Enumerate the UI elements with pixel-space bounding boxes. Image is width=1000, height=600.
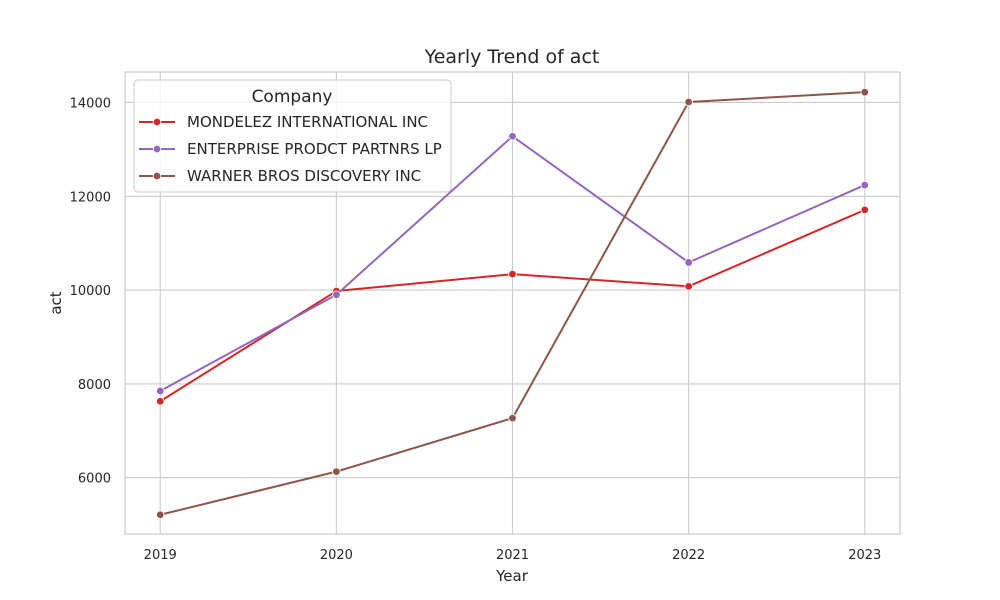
y-tick-label: 12000 xyxy=(70,190,111,205)
y-tick-label: 14000 xyxy=(70,96,111,111)
data-point xyxy=(508,269,517,279)
legend-label: WARNER BROS DISCOVERY INC xyxy=(187,167,421,185)
tick-labels: 2019 2020 2021 2022 2023 6000 8000 10000 12000 14… xyxy=(70,96,882,563)
legend-label: ENTERPRISE PRODCT PARTNRS LP xyxy=(187,140,442,158)
y-tick-label: 8000 xyxy=(78,378,111,393)
data-point xyxy=(684,258,693,267)
y-axis-title: act xyxy=(47,291,65,314)
data-point xyxy=(508,132,517,141)
x-tick-label: 2023 xyxy=(848,548,881,563)
data-point xyxy=(332,467,341,476)
data-point xyxy=(156,510,165,519)
y-tick-label: 10000 xyxy=(70,284,111,299)
data-point xyxy=(684,97,693,107)
legend-title: Company xyxy=(252,87,333,107)
x-tick-label: 2021 xyxy=(496,548,529,563)
grid-lines xyxy=(125,72,900,534)
data-point xyxy=(860,87,869,97)
data-point xyxy=(508,413,517,423)
legend-marker xyxy=(152,144,162,154)
legend-marker xyxy=(152,117,162,127)
data-point xyxy=(860,205,869,215)
legend-marker xyxy=(152,171,162,181)
legend-box xyxy=(133,79,452,193)
y-tick-label: 6000 xyxy=(78,472,111,487)
series-lines xyxy=(156,87,869,519)
data-point xyxy=(684,282,693,291)
data-point xyxy=(332,290,341,299)
legend-label: MONDELEZ INTERNATIONAL INC xyxy=(187,113,428,131)
legend: Company MONDELEZ INTERNATIONAL INC ENTERP… xyxy=(133,79,452,193)
x-tick-label: 2022 xyxy=(672,548,705,563)
chart-title: Yearly Trend of act xyxy=(424,46,600,68)
x-tick-label: 2019 xyxy=(144,548,177,563)
data-point xyxy=(156,397,165,406)
plot-frame xyxy=(124,71,901,535)
data-point xyxy=(156,386,165,396)
data-point xyxy=(860,180,869,190)
x-axis-title: Year xyxy=(495,567,529,585)
x-tick-label: 2020 xyxy=(320,548,353,563)
